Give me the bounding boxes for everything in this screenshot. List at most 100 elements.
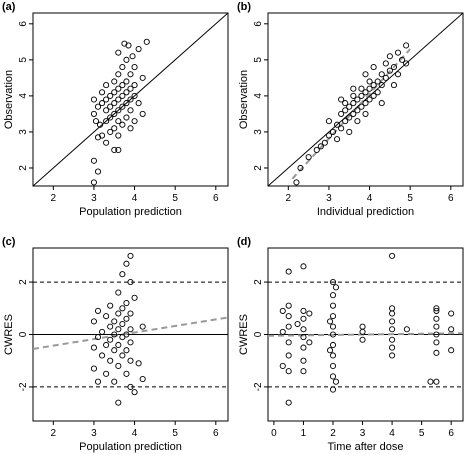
data-point [115, 132, 122, 139]
data-point [305, 154, 312, 161]
data-point [127, 125, 134, 132]
data-point [119, 82, 126, 89]
y-tick-label: 2 [253, 279, 264, 285]
y-axis-label: Observation [238, 70, 250, 129]
data-point [127, 252, 134, 259]
data-point [297, 164, 304, 172]
data-point [358, 85, 365, 92]
data-point [107, 92, 114, 99]
data-point [127, 383, 134, 390]
data-point [359, 336, 366, 343]
data-point [123, 315, 130, 322]
data-point [325, 132, 332, 139]
data-point [329, 279, 337, 286]
data-point [293, 179, 300, 186]
data-point [433, 378, 440, 385]
data-point [366, 78, 373, 85]
data-point [123, 100, 130, 107]
data-point [127, 85, 134, 92]
data-point [123, 331, 130, 338]
data-point [143, 38, 150, 45]
data-point [99, 328, 106, 335]
data-point [332, 284, 340, 291]
data-point [103, 82, 110, 89]
data-point [119, 305, 126, 312]
data-point [111, 125, 118, 132]
data-point [317, 143, 324, 150]
data-point [111, 89, 118, 96]
data-point [111, 378, 118, 385]
data-point [123, 260, 130, 267]
panel-label: (c) [2, 236, 16, 248]
x-tick-label: 4 [367, 193, 373, 204]
data-point [127, 71, 134, 78]
data-point [285, 368, 292, 375]
data-point [378, 100, 385, 107]
data-point [389, 326, 396, 333]
data-point [362, 100, 369, 107]
data-point [99, 132, 106, 139]
data-point [123, 56, 130, 63]
data-point [99, 352, 106, 359]
data-point [433, 331, 440, 338]
data-point [103, 341, 110, 349]
data-point [427, 378, 434, 385]
data-point [370, 82, 377, 89]
x-axis-label: Individual prediction [317, 206, 414, 218]
y-tick-label: 6 [18, 21, 29, 27]
plot-area [33, 252, 228, 406]
data-point [346, 128, 353, 135]
data-point [433, 323, 440, 330]
x-tick-label: 6 [213, 428, 219, 439]
y-tick-label: 2 [18, 279, 29, 285]
data-point [129, 53, 136, 60]
data-point [94, 168, 102, 175]
data-point [115, 96, 122, 103]
data-point [329, 331, 337, 338]
data-point [103, 139, 110, 146]
data-point [390, 82, 397, 89]
data-point [403, 60, 410, 67]
data-point [111, 318, 118, 325]
data-point [123, 347, 130, 354]
y-tick-label: 0 [253, 331, 264, 337]
data-point [374, 89, 381, 96]
data-point [103, 118, 110, 125]
data-point [111, 110, 118, 117]
data-point [123, 78, 130, 85]
panel-label: (d) [237, 236, 251, 248]
data-point [326, 347, 334, 354]
y-axis-label: Observation [3, 70, 15, 129]
data-point [111, 331, 118, 338]
panel-label: (a) [2, 1, 16, 13]
data-point [389, 344, 396, 351]
data-point [321, 139, 328, 146]
data-point [300, 344, 307, 351]
data-point [131, 389, 138, 396]
data-point [99, 100, 106, 107]
data-point [354, 118, 361, 125]
data-point [338, 125, 345, 132]
trend-line [33, 316, 228, 350]
data-point [119, 320, 126, 328]
data-point [300, 263, 307, 270]
data-point [433, 339, 440, 346]
y-tick-label: 3 [18, 129, 29, 135]
data-point [127, 339, 134, 346]
x-tick-label: 2 [51, 428, 57, 439]
data-point [107, 114, 114, 121]
x-tick-label: 5 [172, 428, 178, 439]
data-point [300, 357, 307, 364]
data-point [119, 92, 126, 99]
data-point [389, 352, 396, 359]
y-tick-label: 0 [18, 331, 29, 337]
data-point [90, 157, 97, 164]
data-point [103, 313, 110, 320]
data-point [306, 310, 313, 317]
data-point [119, 121, 126, 128]
y-tick-label: 4 [253, 93, 264, 99]
y-tick-label: 6 [253, 21, 264, 27]
data-point [329, 292, 337, 299]
data-point [329, 373, 337, 380]
